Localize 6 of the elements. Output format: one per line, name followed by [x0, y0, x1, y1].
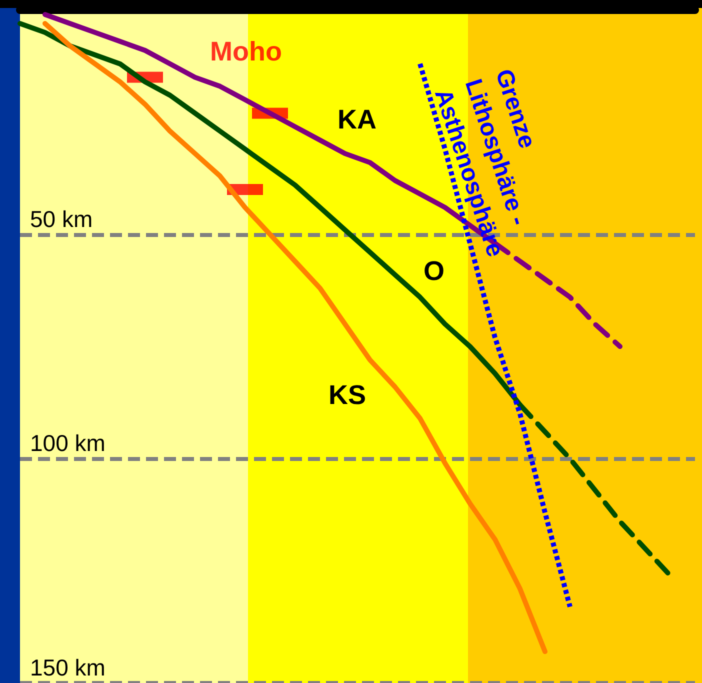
y-tick-label: 100 km — [30, 430, 106, 456]
y-tick-label: 50 km — [30, 206, 93, 232]
y-tick-label: 150 km — [30, 654, 106, 680]
series-label: KA — [338, 104, 376, 135]
series-label: KS — [328, 380, 366, 410]
series-label: O — [423, 256, 445, 286]
